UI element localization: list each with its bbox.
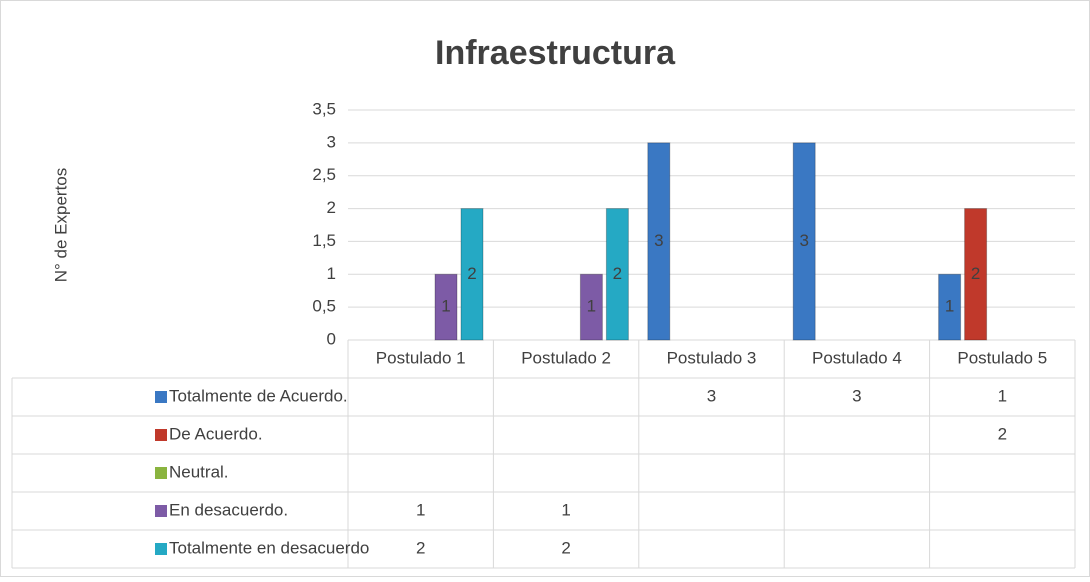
legend-swatch <box>155 505 167 517</box>
bar <box>938 273 962 341</box>
bar <box>579 273 603 341</box>
y-tick-label: 3 <box>327 132 336 151</box>
table-value: 2 <box>998 424 1007 443</box>
data-label: 2 <box>613 264 622 283</box>
legend-label: En desacuerdo. <box>169 500 288 519</box>
y-tick-label: 3,5 <box>312 99 336 118</box>
table-value: 1 <box>561 500 570 519</box>
table-value: 1 <box>998 386 1007 405</box>
data-label: 1 <box>441 297 450 316</box>
data-label: 2 <box>467 264 476 283</box>
legend-label: Neutral. <box>169 462 229 481</box>
bar <box>460 208 484 341</box>
bar <box>647 142 671 341</box>
y-axis-label: N° de Expertos <box>51 168 70 283</box>
table-value: 3 <box>707 386 716 405</box>
y-tick-label: 1,5 <box>312 231 336 250</box>
y-tick-label: 0 <box>327 329 336 348</box>
data-label: 1 <box>587 297 596 316</box>
bar <box>792 142 816 341</box>
legend-swatch <box>155 391 167 403</box>
data-label: 2 <box>971 264 980 283</box>
legend-swatch <box>155 429 167 441</box>
legend-label: Totalmente de Acuerdo. <box>169 386 348 405</box>
data-label: 1 <box>945 297 954 316</box>
y-tick-label: 2,5 <box>312 165 336 184</box>
legend-label: Totalmente en desacuerdo <box>169 538 369 557</box>
bar <box>434 273 458 341</box>
data-label: 3 <box>799 231 808 250</box>
bar <box>605 208 629 341</box>
x-tick-label: Postulado 4 <box>812 348 902 367</box>
chart-title: Infraestructura <box>435 34 676 72</box>
x-tick-label: Postulado 5 <box>957 348 1047 367</box>
legend-label: De Acuerdo. <box>169 424 263 443</box>
table-value: 2 <box>416 538 425 557</box>
bar <box>964 208 988 341</box>
y-tick-label: 2 <box>327 198 336 217</box>
table-value: 1 <box>416 500 425 519</box>
x-tick-label: Postulado 2 <box>521 348 611 367</box>
legend-swatch <box>155 543 167 555</box>
legend-swatch <box>155 467 167 479</box>
data-label: 3 <box>654 231 663 250</box>
y-tick-label: 0,5 <box>312 297 336 316</box>
x-tick-label: Postulado 3 <box>667 348 757 367</box>
table-value: 3 <box>852 386 861 405</box>
x-tick-label: Postulado 1 <box>376 348 466 367</box>
y-tick-label: 1 <box>327 264 336 283</box>
table-value: 2 <box>561 538 570 557</box>
